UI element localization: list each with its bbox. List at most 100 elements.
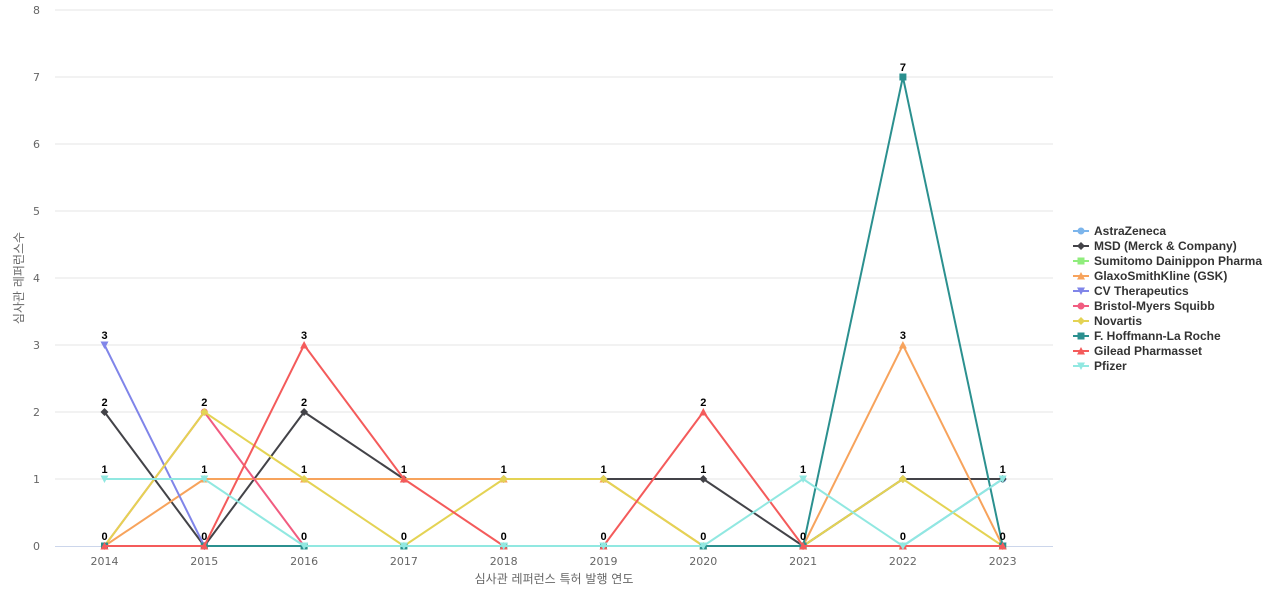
- y-tick-label: 6: [33, 138, 40, 151]
- legend-label: Novartis: [1094, 314, 1142, 328]
- legend-item[interactable]: MSD (Merck & Company): [1073, 239, 1237, 253]
- data-label: 1: [201, 464, 207, 476]
- legend-item[interactable]: AstraZeneca: [1073, 224, 1166, 238]
- legend-item[interactable]: GlaxoSmithKline (GSK): [1073, 269, 1227, 283]
- data-label: 0: [900, 531, 906, 543]
- data-label: 0: [301, 531, 307, 543]
- x-tick-label: 2023: [989, 555, 1017, 568]
- y-tick-label: 3: [33, 339, 40, 352]
- data-label: 1: [600, 464, 606, 476]
- data-point[interactable]: [998, 475, 1007, 484]
- legend-symbol[interactable]: [1077, 227, 1085, 235]
- legend-label: AstraZeneca: [1094, 224, 1166, 238]
- data-point[interactable]: [200, 475, 209, 484]
- data-point[interactable]: [899, 73, 907, 81]
- data-point[interactable]: [200, 542, 209, 550]
- data-label: 1: [501, 464, 507, 476]
- series-pfizer[interactable]: [100, 475, 1007, 551]
- data-point[interactable]: [699, 475, 708, 483]
- series-cv-therapeutics[interactable]: [100, 341, 1007, 551]
- series-line[interactable]: [103, 344, 1004, 547]
- y-tick-label: 4: [33, 272, 40, 285]
- legend-symbol[interactable]: [1077, 362, 1085, 371]
- legend-item[interactable]: Novartis: [1073, 314, 1142, 328]
- series-layer: [100, 73, 1007, 551]
- legend-item[interactable]: Sumitomo Dainippon Pharma: [1073, 254, 1262, 268]
- data-label: 2: [301, 397, 307, 409]
- data-point[interactable]: [699, 542, 708, 551]
- data-label: 0: [1000, 531, 1006, 543]
- data-point[interactable]: [599, 475, 608, 483]
- data-label: 0: [501, 531, 507, 543]
- legend-symbol[interactable]: [1077, 317, 1085, 325]
- y-tick-label: 1: [33, 473, 40, 486]
- x-tick-label: 2018: [490, 555, 518, 568]
- legend-label: Sumitomo Dainippon Pharma: [1094, 254, 1262, 268]
- data-point[interactable]: [898, 341, 907, 349]
- legend-symbol[interactable]: [1077, 347, 1085, 355]
- data-point[interactable]: [300, 408, 309, 416]
- series-line[interactable]: [103, 344, 1003, 547]
- legend-symbol[interactable]: [1077, 257, 1085, 265]
- data-point[interactable]: [200, 408, 209, 416]
- y-tick-label: 0: [33, 540, 40, 553]
- data-label: 3: [101, 330, 107, 342]
- legend-item[interactable]: F. Hoffmann-La Roche: [1073, 329, 1221, 343]
- data-point[interactable]: [499, 475, 508, 483]
- data-point[interactable]: [300, 542, 309, 551]
- series-astrazeneca[interactable]: [101, 475, 1007, 550]
- series-glaxosmithkline-gsk[interactable]: [100, 341, 1007, 550]
- data-label: 0: [800, 531, 806, 543]
- data-label: 1: [1000, 464, 1006, 476]
- data-point[interactable]: [898, 542, 907, 551]
- x-tick-label: 2021: [789, 555, 817, 568]
- data-label: 1: [800, 464, 806, 476]
- data-point[interactable]: [300, 341, 309, 349]
- data-label: 1: [101, 464, 107, 476]
- x-tick-label: 2020: [689, 555, 717, 568]
- data-point[interactable]: [100, 475, 109, 484]
- legend-symbol[interactable]: [1077, 287, 1085, 296]
- series-line[interactable]: [104, 478, 1004, 547]
- data-point[interactable]: [699, 408, 708, 416]
- legend-symbol[interactable]: [1077, 332, 1085, 340]
- data-point[interactable]: [399, 475, 408, 483]
- data-point[interactable]: [799, 542, 808, 550]
- data-label: 1: [401, 464, 407, 476]
- data-point[interactable]: [799, 475, 808, 484]
- data-labels: 3 2 1 0 2 1 0 3 2 1 0 1 0 1 0 1 0 2 1 0 1 0 7 3 1 0 1 0: [101, 62, 1005, 543]
- data-point[interactable]: [599, 542, 608, 551]
- data-point[interactable]: [100, 341, 109, 350]
- legend-item[interactable]: Bristol-Myers Squibb: [1073, 299, 1215, 313]
- data-label: 0: [101, 531, 107, 543]
- y-tick-label: 2: [33, 406, 40, 419]
- data-label: 1: [301, 464, 307, 476]
- series-line[interactable]: [104, 478, 1004, 547]
- data-point[interactable]: [499, 542, 508, 551]
- legend-label: Gilead Pharmasset: [1094, 344, 1202, 358]
- x-tick-label: 2017: [390, 555, 418, 568]
- data-point[interactable]: [100, 408, 109, 416]
- legend-symbol[interactable]: [1077, 242, 1085, 250]
- legend-item[interactable]: Pfizer: [1073, 359, 1127, 373]
- data-label: 0: [600, 531, 606, 543]
- data-label: 2: [201, 397, 207, 409]
- series-gilead-pharmasset[interactable]: [100, 341, 1007, 550]
- legend-symbol[interactable]: [1077, 272, 1085, 280]
- data-label: 3: [301, 330, 307, 342]
- data-label: 1: [700, 464, 706, 476]
- data-point[interactable]: [300, 475, 309, 483]
- y-tick-label: 8: [33, 4, 40, 17]
- legend-label: Bristol-Myers Squibb: [1094, 299, 1215, 313]
- series-line[interactable]: [104, 344, 1003, 547]
- data-label: 7: [900, 62, 906, 74]
- legend-item[interactable]: CV Therapeutics: [1073, 284, 1189, 298]
- data-point[interactable]: [998, 542, 1007, 550]
- legend-item[interactable]: Gilead Pharmasset: [1073, 344, 1202, 358]
- legend-symbol[interactable]: [1077, 302, 1085, 310]
- data-point[interactable]: [100, 542, 109, 550]
- data-point[interactable]: [898, 475, 907, 483]
- data-point[interactable]: [399, 542, 408, 551]
